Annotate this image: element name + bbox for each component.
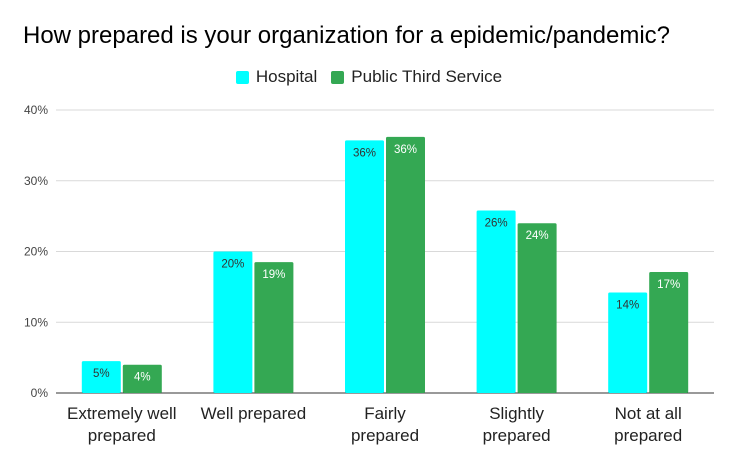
data-label: 20% xyxy=(221,259,244,271)
legend-swatch-hospital xyxy=(235,70,249,84)
legend-label-public-third-service: Public Third Service xyxy=(351,67,503,86)
bar-public-third-service xyxy=(386,136,425,393)
data-label: 26% xyxy=(485,217,508,229)
legend-item-hospital[interactable]: Hospital xyxy=(235,67,318,87)
data-label: 36% xyxy=(394,144,417,156)
data-label: 14% xyxy=(616,300,639,312)
x-tick-label: Well prepared xyxy=(201,404,307,423)
data-label: 19% xyxy=(262,269,285,281)
bar-hospital xyxy=(213,251,253,393)
x-tick-label: Fairly xyxy=(364,404,406,423)
bar-hospital xyxy=(81,361,121,393)
x-tick-label: prepared xyxy=(88,426,156,445)
data-label: 5% xyxy=(93,368,110,380)
legend-item-public-third-service[interactable]: Public Third Service xyxy=(331,67,502,87)
bar-hospital xyxy=(476,210,516,393)
bar-public-third-service xyxy=(517,223,557,393)
x-tick-label: Slightly xyxy=(489,404,544,423)
y-tick-label: 20% xyxy=(24,245,48,259)
bar-hospital xyxy=(345,140,384,393)
legend-label-hospital: Hospital xyxy=(255,67,318,86)
y-tick-label: 30% xyxy=(24,174,48,188)
data-label: 36% xyxy=(353,147,376,159)
y-tick-label: 0% xyxy=(31,386,49,400)
y-tick-label: 40% xyxy=(24,103,48,117)
legend-swatch-public-third-service xyxy=(331,70,345,84)
x-tick-label: Not at all xyxy=(615,404,682,423)
data-label: 4% xyxy=(134,372,151,384)
chart-title: How prepared is your organization for a … xyxy=(23,22,671,49)
x-tick-label: prepared xyxy=(483,426,551,445)
bar-public-third-service xyxy=(122,364,162,393)
x-tick-label: prepared xyxy=(614,426,682,445)
y-tick-label: 10% xyxy=(24,315,48,329)
x-tick-label: Extremely well xyxy=(67,404,177,423)
x-tick-label: prepared xyxy=(351,426,419,445)
data-label: 17% xyxy=(657,279,680,291)
bar-hospital xyxy=(608,292,648,393)
data-label: 24% xyxy=(526,230,549,242)
bar-public-third-service xyxy=(254,262,294,393)
legend: Hospital Public Third Service xyxy=(0,67,738,87)
bar-public-third-service xyxy=(649,272,689,393)
